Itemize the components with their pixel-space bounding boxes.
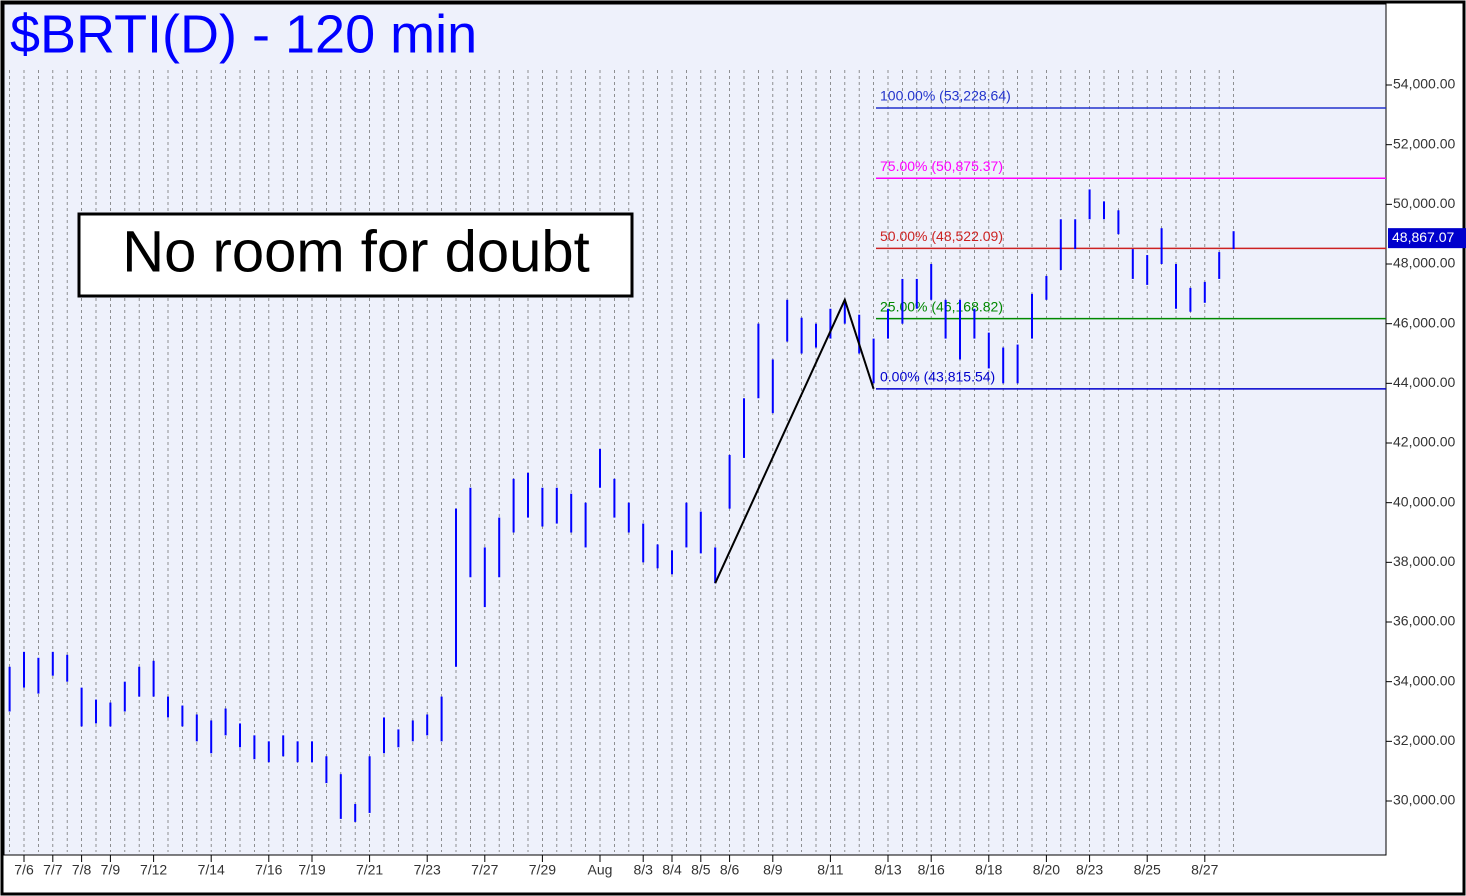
last-price-label: 48,867.07: [1392, 229, 1454, 245]
y-tick-label: 32,000.00: [1393, 732, 1455, 748]
x-tick-label: 8/5: [691, 862, 711, 878]
x-tick-label: 8/4: [662, 862, 682, 878]
x-tick-label: 7/21: [356, 862, 383, 878]
y-tick-label: 52,000.00: [1393, 135, 1455, 151]
x-tick-label: 7/29: [529, 862, 556, 878]
y-tick-label: 40,000.00: [1393, 493, 1455, 509]
x-tick-label: 7/9: [101, 862, 121, 878]
last-price-box: [1388, 228, 1466, 249]
y-tick-label: 46,000.00: [1393, 314, 1455, 330]
level-label: 0.00% (43,815.54): [880, 369, 995, 385]
y-tick-label: 42,000.00: [1393, 434, 1455, 450]
x-tick-label: 8/23: [1076, 862, 1103, 878]
x-tick-label: 7/27: [471, 862, 498, 878]
level-label: 25.00% (46,168.82): [880, 298, 1003, 314]
y-tick-label: 48,000.00: [1393, 255, 1455, 271]
plot-area: [3, 3, 1387, 856]
y-tick-label: 36,000.00: [1393, 613, 1455, 629]
chart-title: $BRTI(D) - 120 min: [10, 4, 477, 64]
y-tick-label: 34,000.00: [1393, 672, 1455, 688]
x-tick-label: 8/9: [763, 862, 783, 878]
x-tick-label: 8/6: [720, 862, 740, 878]
annotation-box: [77, 212, 634, 298]
y-tick-label: 50,000.00: [1393, 195, 1455, 211]
level-label: 50.00% (48,522.09): [880, 228, 1003, 244]
y-tick-label: 44,000.00: [1393, 374, 1455, 390]
level-label: 75.00% (50,875.37): [880, 158, 1003, 174]
x-tick-label: 8/13: [874, 862, 901, 878]
x-tick-label: 7/7: [43, 862, 63, 878]
annotation: No room for doubt: [122, 219, 589, 284]
x-tick-label: Aug: [588, 862, 613, 878]
trend-line: [714, 297, 875, 584]
x-tick-label: 7/14: [198, 862, 225, 878]
x-tick-label: 7/19: [298, 862, 325, 878]
y-tick-label: 38,000.00: [1393, 553, 1455, 569]
x-tick-label: 7/6: [14, 862, 34, 878]
x-tick-label: 7/8: [72, 862, 92, 878]
x-tick-label: 8/11: [817, 862, 843, 878]
x-tick-label: 7/16: [255, 862, 282, 878]
x-tick-label: 8/16: [918, 862, 945, 878]
level-label: 100.00% (53,228.64): [880, 88, 1011, 104]
x-tick-label: 8/20: [1033, 862, 1060, 878]
x-tick-label: 8/18: [975, 862, 1002, 878]
x-tick-label: 8/25: [1134, 862, 1161, 878]
y-tick-label: 54,000.00: [1393, 76, 1455, 92]
x-tick-label: 7/12: [140, 862, 167, 878]
x-tick-label: 7/23: [414, 862, 441, 878]
x-tick-label: 8/3: [633, 862, 653, 878]
x-tick-label: 8/27: [1191, 862, 1218, 878]
y-tick-label: 30,000.00: [1393, 792, 1455, 808]
